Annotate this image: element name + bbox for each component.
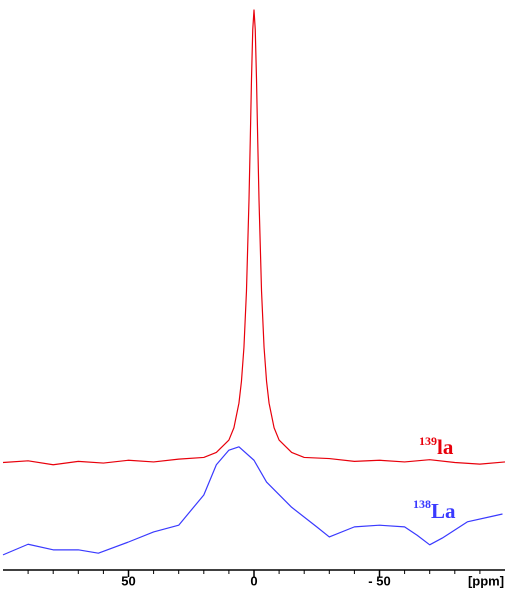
legend-label: la — [437, 435, 454, 459]
spectrum-line — [2, 9, 506, 466]
x-axis-label: [ppm] — [468, 573, 504, 588]
isotope-mass: 139 — [419, 434, 437, 448]
x-tick-label: - 50 — [368, 573, 390, 588]
spectrum-line — [2, 446, 503, 556]
x-tick-label: 50 — [121, 573, 135, 588]
legend-label: La — [431, 499, 456, 523]
x-tick-label: 0 — [250, 573, 257, 588]
isotope-mass: 138 — [413, 497, 431, 511]
